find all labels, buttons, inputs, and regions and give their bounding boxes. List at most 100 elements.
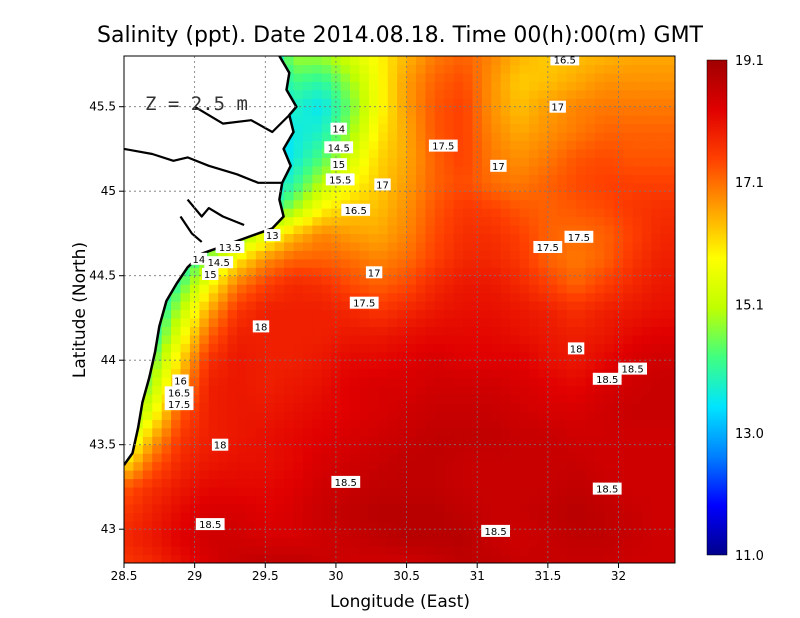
salinity-cell xyxy=(444,191,455,201)
salinity-cell xyxy=(359,402,370,412)
salinity-cell xyxy=(218,546,229,556)
salinity-cell xyxy=(623,537,634,547)
salinity-cell xyxy=(491,377,502,387)
salinity-cell xyxy=(199,343,210,353)
salinity-cell xyxy=(434,106,445,116)
salinity-cell xyxy=(519,503,530,513)
salinity-cell xyxy=(331,115,342,125)
x-axis-label: Longitude (East) xyxy=(330,592,470,612)
salinity-cell xyxy=(576,301,587,311)
salinity-cell xyxy=(387,546,398,556)
salinity-cell xyxy=(444,503,455,513)
salinity-cell xyxy=(218,453,229,463)
salinity-cell xyxy=(274,537,285,547)
salinity-cell xyxy=(350,123,361,133)
salinity-cell xyxy=(368,529,379,539)
salinity-cell xyxy=(387,56,398,66)
salinity-cell xyxy=(566,309,577,319)
salinity-cell xyxy=(463,317,474,327)
salinity-cell xyxy=(463,529,474,539)
salinity-cell xyxy=(359,72,370,82)
salinity-cell xyxy=(425,470,436,480)
salinity-cell xyxy=(463,233,474,243)
salinity-cell xyxy=(538,537,549,547)
salinity-cell xyxy=(585,191,596,201)
salinity-cell xyxy=(133,554,144,563)
salinity-cell xyxy=(642,301,653,311)
salinity-cell xyxy=(585,301,596,311)
salinity-cell xyxy=(199,427,210,437)
salinity-cell xyxy=(585,157,596,167)
salinity-cell xyxy=(237,267,248,277)
salinity-cell xyxy=(670,377,675,387)
salinity-cell xyxy=(594,148,605,158)
salinity-cell xyxy=(218,394,229,404)
salinity-cell xyxy=(302,512,313,522)
salinity-cell xyxy=(387,402,398,412)
salinity-cell xyxy=(604,529,615,539)
salinity-cell xyxy=(378,309,389,319)
salinity-cell xyxy=(585,554,596,563)
salinity-cell xyxy=(529,368,540,378)
salinity-cell xyxy=(359,98,370,108)
salinity-cell xyxy=(397,554,408,563)
salinity-cell xyxy=(444,512,455,522)
salinity-cell xyxy=(557,301,568,311)
salinity-cell xyxy=(472,334,483,344)
salinity-cell xyxy=(434,292,445,302)
salinity-cell xyxy=(566,81,577,91)
salinity-cell xyxy=(670,529,675,539)
salinity-cell xyxy=(481,301,492,311)
salinity-cell xyxy=(425,89,436,99)
salinity-cell xyxy=(368,115,379,125)
salinity-cell xyxy=(161,444,172,454)
salinity-cell xyxy=(585,360,596,370)
salinity-cell xyxy=(613,148,624,158)
salinity-cell xyxy=(425,56,436,66)
salinity-cell xyxy=(265,427,276,437)
salinity-cell xyxy=(566,301,577,311)
salinity-cell xyxy=(594,157,605,167)
salinity-cell xyxy=(491,394,502,404)
salinity-cell xyxy=(604,72,615,82)
salinity-cell xyxy=(632,546,643,556)
salinity-cell xyxy=(265,419,276,429)
salinity-cell xyxy=(293,486,304,496)
salinity-cell xyxy=(350,453,361,463)
salinity-cell xyxy=(350,233,361,243)
salinity-cell xyxy=(623,470,634,480)
salinity-cell xyxy=(670,64,675,74)
salinity-cell xyxy=(189,275,200,285)
salinity-cell xyxy=(444,267,455,277)
salinity-cell xyxy=(284,284,295,294)
salinity-cell xyxy=(491,208,502,218)
salinity-cell xyxy=(623,317,634,327)
salinity-cell xyxy=(613,123,624,133)
salinity-cell xyxy=(510,394,521,404)
salinity-cell xyxy=(331,258,342,268)
salinity-cell xyxy=(510,123,521,133)
salinity-cell xyxy=(397,444,408,454)
salinity-cell xyxy=(293,326,304,336)
salinity-cell xyxy=(576,191,587,201)
salinity-cell xyxy=(472,250,483,260)
salinity-cell xyxy=(519,182,530,192)
salinity-cell xyxy=(378,132,389,142)
salinity-cell xyxy=(585,309,596,319)
salinity-cell xyxy=(529,309,540,319)
salinity-cell xyxy=(481,267,492,277)
salinity-cell xyxy=(472,64,483,74)
salinity-cell xyxy=(434,132,445,142)
contour-label: 15 xyxy=(332,160,345,171)
salinity-cell xyxy=(397,275,408,285)
contour-label-box xyxy=(215,241,245,253)
salinity-cell xyxy=(444,351,455,361)
salinity-cell xyxy=(660,470,671,480)
salinity-cell xyxy=(594,537,605,547)
salinity-cell xyxy=(208,495,219,505)
contour-label-box xyxy=(349,296,379,309)
salinity-cell xyxy=(237,275,248,285)
salinity-cell xyxy=(660,208,671,218)
salinity-cell xyxy=(312,98,323,108)
salinity-cell xyxy=(519,427,530,437)
